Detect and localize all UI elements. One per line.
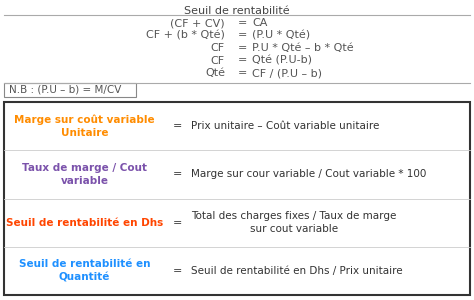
Text: P.U * Qté – b * Qté: P.U * Qté – b * Qté (252, 43, 354, 53)
Text: Seuil de rentabilité: Seuil de rentabilité (184, 6, 290, 16)
Text: Qté: Qté (205, 68, 225, 78)
Text: CF: CF (211, 56, 225, 65)
Text: CA: CA (252, 18, 267, 28)
Text: CF + (b * Qté): CF + (b * Qté) (146, 31, 225, 40)
Text: Marge sur cour variable / Cout variable * 100: Marge sur cour variable / Cout variable … (191, 169, 427, 179)
Text: =: = (173, 121, 182, 131)
Text: Seuil de rentabilité en Dhs: Seuil de rentabilité en Dhs (6, 218, 163, 228)
Text: =: = (173, 218, 182, 228)
Text: Prix unitaire – Coût variable unitaire: Prix unitaire – Coût variable unitaire (191, 121, 379, 131)
Bar (4, 83, 136, 97)
Text: =: = (238, 68, 248, 78)
Text: (CF + CV): (CF + CV) (170, 18, 225, 28)
Text: Qté (P.U-b): Qté (P.U-b) (252, 56, 312, 65)
Text: Taux de marge / Cout
variable: Taux de marge / Cout variable (22, 163, 147, 186)
Text: CF / (P.U – b): CF / (P.U – b) (252, 68, 322, 78)
Text: =: = (238, 56, 248, 65)
Text: =: = (238, 43, 248, 53)
Text: =: = (238, 31, 248, 40)
Bar (4, 102, 470, 295)
Text: Total des charges fixes / Taux de marge
sur cout variable: Total des charges fixes / Taux de marge … (191, 211, 396, 234)
Text: =: = (238, 18, 248, 28)
Text: Seuil de rentabilité en Dhs / Prix unitaire: Seuil de rentabilité en Dhs / Prix unita… (191, 266, 402, 276)
Text: Seuil de rentabilité en
Quantité: Seuil de rentabilité en Quantité (19, 259, 150, 283)
Text: CF: CF (211, 43, 225, 53)
Text: =: = (173, 169, 182, 179)
Text: (P.U * Qté): (P.U * Qté) (252, 31, 310, 40)
Text: Marge sur coût variable
Unitaire: Marge sur coût variable Unitaire (14, 114, 155, 138)
Text: N.B : (P.U – b) = M/CV: N.B : (P.U – b) = M/CV (9, 85, 121, 95)
Text: =: = (173, 266, 182, 276)
